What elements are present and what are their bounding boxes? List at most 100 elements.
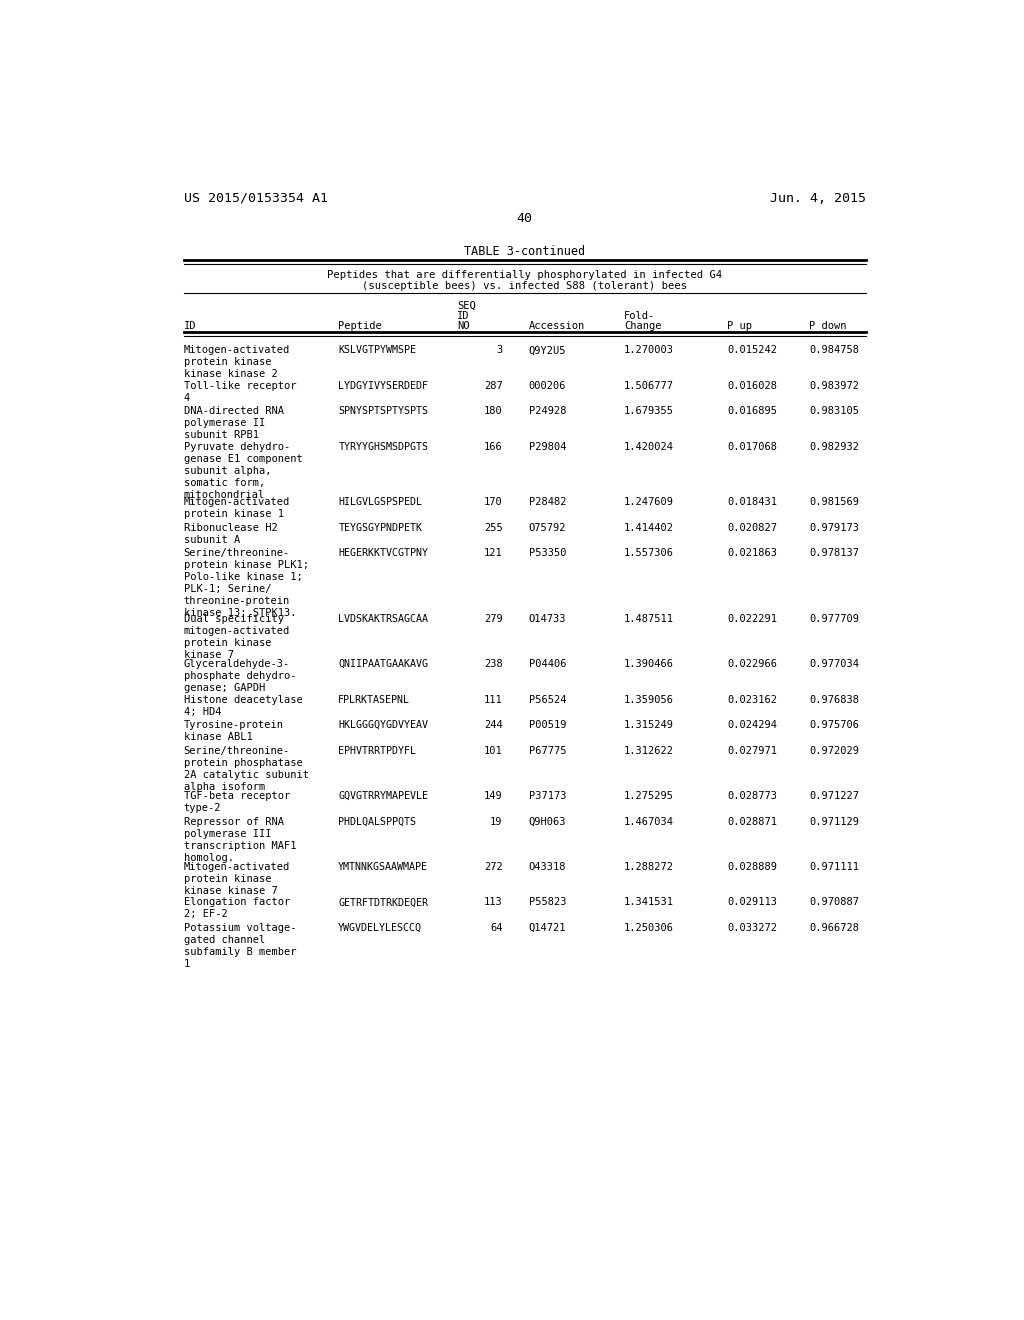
Text: 1.414402: 1.414402: [624, 523, 674, 533]
Text: 0.016028: 0.016028: [727, 381, 777, 391]
Text: 0.966728: 0.966728: [809, 923, 859, 933]
Text: TGF-beta receptor
type-2: TGF-beta receptor type-2: [183, 791, 290, 813]
Text: 0.022966: 0.022966: [727, 659, 777, 669]
Text: 0.971227: 0.971227: [809, 791, 859, 801]
Text: HILGVLGSPSPEDL: HILGVLGSPSPEDL: [338, 498, 422, 507]
Text: HEGERKKTVCGTPNY: HEGERKKTVCGTPNY: [338, 548, 428, 558]
Text: 0.970887: 0.970887: [809, 898, 859, 907]
Text: 0.983972: 0.983972: [809, 381, 859, 391]
Text: US 2015/0153354 A1: US 2015/0153354 A1: [183, 191, 328, 205]
Text: O43318: O43318: [528, 862, 566, 873]
Text: 0.029113: 0.029113: [727, 898, 777, 907]
Text: 287: 287: [483, 381, 503, 391]
Text: Glyceraldehyde-3-
phosphate dehydro-
genase; GAPDH: Glyceraldehyde-3- phosphate dehydro- gen…: [183, 659, 296, 693]
Text: 0.020827: 0.020827: [727, 523, 777, 533]
Text: NO: NO: [458, 321, 470, 331]
Text: Tyrosine-protein
kinase ABL1: Tyrosine-protein kinase ABL1: [183, 721, 284, 742]
Text: Toll-like receptor
4: Toll-like receptor 4: [183, 381, 296, 403]
Text: 64: 64: [490, 923, 503, 933]
Text: 0.015242: 0.015242: [727, 346, 777, 355]
Text: Dual specificity
mitogen-activated
protein kinase
kinase 7: Dual specificity mitogen-activated prote…: [183, 614, 290, 660]
Text: 180: 180: [483, 407, 503, 416]
Text: Repressor of RNA
polymerase III
transcription MAF1
homolog.: Repressor of RNA polymerase III transcri…: [183, 817, 296, 862]
Text: 111: 111: [483, 694, 503, 705]
Text: 279: 279: [483, 614, 503, 623]
Text: GQVGTRRYMAPEVLE: GQVGTRRYMAPEVLE: [338, 791, 428, 801]
Text: Peptide: Peptide: [338, 321, 382, 331]
Text: P24928: P24928: [528, 407, 566, 416]
Text: P56524: P56524: [528, 694, 566, 705]
Text: 000206: 000206: [528, 381, 566, 391]
Text: 0.975706: 0.975706: [809, 721, 859, 730]
Text: 149: 149: [483, 791, 503, 801]
Text: 0.023162: 0.023162: [727, 694, 777, 705]
Text: 1.557306: 1.557306: [624, 548, 674, 558]
Text: 0.016895: 0.016895: [727, 407, 777, 416]
Text: 0.984758: 0.984758: [809, 346, 859, 355]
Text: Serine/threonine-
protein phosphatase
2A catalytic subunit
alpha isoform: Serine/threonine- protein phosphatase 2A…: [183, 746, 308, 792]
Text: 1.487511: 1.487511: [624, 614, 674, 623]
Text: P29804: P29804: [528, 442, 566, 451]
Text: 166: 166: [483, 442, 503, 451]
Text: 19: 19: [490, 817, 503, 826]
Text: P down: P down: [809, 321, 847, 331]
Text: EPHVTRRTPDYFL: EPHVTRRTPDYFL: [338, 746, 417, 755]
Text: YMTNNKGSAAWMAPE: YMTNNKGSAAWMAPE: [338, 862, 428, 873]
Text: Q9H063: Q9H063: [528, 817, 566, 826]
Text: O75792: O75792: [528, 523, 566, 533]
Text: 1.506777: 1.506777: [624, 381, 674, 391]
Text: ID: ID: [183, 321, 196, 331]
Text: (susceptible bees) vs. infected S88 (tolerant) bees: (susceptible bees) vs. infected S88 (tol…: [362, 281, 687, 292]
Text: GETRFTDTRKDEQER: GETRFTDTRKDEQER: [338, 898, 428, 907]
Text: 0.971129: 0.971129: [809, 817, 859, 826]
Text: 0.977034: 0.977034: [809, 659, 859, 669]
Text: 1.420024: 1.420024: [624, 442, 674, 451]
Text: Serine/threonine-
protein kinase PLK1;
Polo-like kinase 1;
PLK-1; Serine/
threon: Serine/threonine- protein kinase PLK1; P…: [183, 548, 308, 618]
Text: 0.028889: 0.028889: [727, 862, 777, 873]
Text: Pyruvate dehydro-
genase E1 component
subunit alpha,
somatic form,
mitochondrial: Pyruvate dehydro- genase E1 component su…: [183, 442, 302, 500]
Text: 0.017068: 0.017068: [727, 442, 777, 451]
Text: 0.028871: 0.028871: [727, 817, 777, 826]
Text: TYRYYGHSMSDPGTS: TYRYYGHSMSDPGTS: [338, 442, 428, 451]
Text: 0.981569: 0.981569: [809, 498, 859, 507]
Text: TABLE 3-continued: TABLE 3-continued: [464, 244, 586, 257]
Text: ID: ID: [458, 312, 470, 321]
Text: 0.033272: 0.033272: [727, 923, 777, 933]
Text: 0.978137: 0.978137: [809, 548, 859, 558]
Text: Mitogen-activated
protein kinase 1: Mitogen-activated protein kinase 1: [183, 498, 290, 519]
Text: P53350: P53350: [528, 548, 566, 558]
Text: P55823: P55823: [528, 898, 566, 907]
Text: 113: 113: [483, 898, 503, 907]
Text: 1.312622: 1.312622: [624, 746, 674, 755]
Text: P67775: P67775: [528, 746, 566, 755]
Text: 1.341531: 1.341531: [624, 898, 674, 907]
Text: 0.021863: 0.021863: [727, 548, 777, 558]
Text: 0.024294: 0.024294: [727, 721, 777, 730]
Text: 170: 170: [483, 498, 503, 507]
Text: 121: 121: [483, 548, 503, 558]
Text: 101: 101: [483, 746, 503, 755]
Text: 0.018431: 0.018431: [727, 498, 777, 507]
Text: 0.972029: 0.972029: [809, 746, 859, 755]
Text: 1.359056: 1.359056: [624, 694, 674, 705]
Text: Ribonuclease H2
subunit A: Ribonuclease H2 subunit A: [183, 523, 278, 545]
Text: LYDGYIVYSERDEDF: LYDGYIVYSERDEDF: [338, 381, 428, 391]
Text: 40: 40: [517, 213, 532, 226]
Text: 1.467034: 1.467034: [624, 817, 674, 826]
Text: 0.028773: 0.028773: [727, 791, 777, 801]
Text: 1.679355: 1.679355: [624, 407, 674, 416]
Text: QNIIPAATGAAKAVG: QNIIPAATGAAKAVG: [338, 659, 428, 669]
Text: 255: 255: [483, 523, 503, 533]
Text: P37173: P37173: [528, 791, 566, 801]
Text: 0.979173: 0.979173: [809, 523, 859, 533]
Text: PHDLQALSPPQTS: PHDLQALSPPQTS: [338, 817, 417, 826]
Text: 0.976838: 0.976838: [809, 694, 859, 705]
Text: P04406: P04406: [528, 659, 566, 669]
Text: LVDSKAKTRSAGCAA: LVDSKAKTRSAGCAA: [338, 614, 428, 623]
Text: 3: 3: [497, 346, 503, 355]
Text: 1.315249: 1.315249: [624, 721, 674, 730]
Text: TEYGSGYPNDPETK: TEYGSGYPNDPETK: [338, 523, 422, 533]
Text: SPNYSPTSPТYSPTS: SPNYSPTSPТYSPTS: [338, 407, 428, 416]
Text: Mitogen-activated
protein kinase
kinase kinase 2: Mitogen-activated protein kinase kinase …: [183, 346, 290, 379]
Text: 0.983105: 0.983105: [809, 407, 859, 416]
